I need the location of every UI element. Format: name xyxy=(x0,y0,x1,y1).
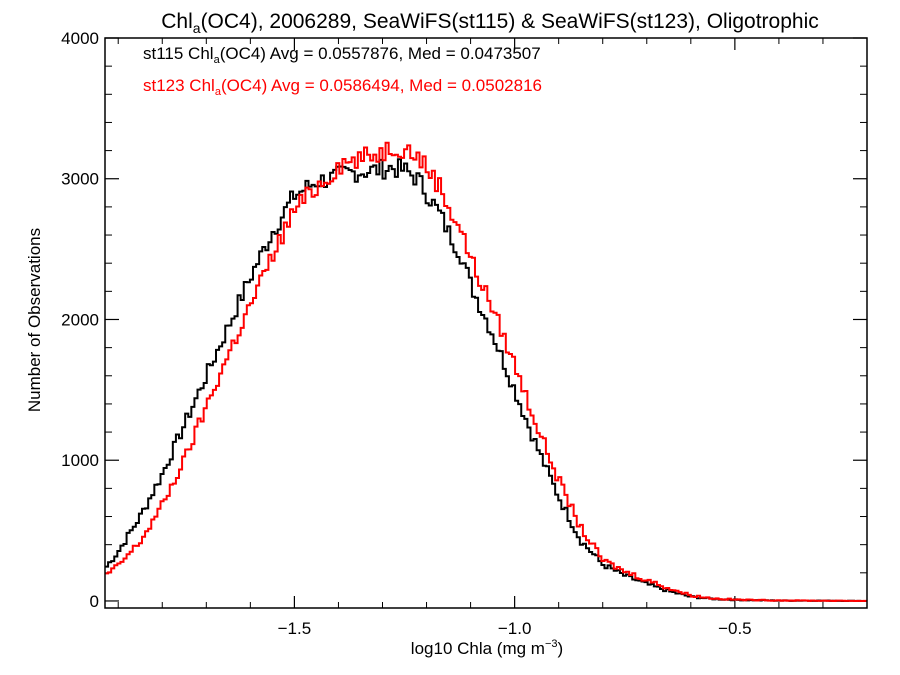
chart-title-subscript: a xyxy=(193,20,201,36)
chart-title: Chla(OC4), 2006289, SeaWiFS(st115) & Sea… xyxy=(161,10,819,36)
y-tick-label: 2000 xyxy=(61,310,99,329)
x-axis-label-superscript: −3 xyxy=(545,638,558,650)
legend-st123-subscript: a xyxy=(215,86,222,98)
x-axis-label-main: log10 Chla (mg m xyxy=(411,639,545,658)
y-axis-label: Number of Observations xyxy=(25,228,44,412)
legend-st115-prefix: st115 Chl xyxy=(143,44,214,63)
legend-st115: st115 Chla(OC4) Avg = 0.0557876, Med = 0… xyxy=(143,44,541,66)
legend-st123-suffix: (OC4) Avg = 0.0586494, Med = 0.0502816 xyxy=(221,76,542,95)
chart-title-suffix: (OC4), 2006289, SeaWiFS(st115) & SeaWiFS… xyxy=(201,10,819,33)
x-tick-label: −1.0 xyxy=(498,619,532,638)
chart-title-prefix: Chl xyxy=(161,10,193,33)
axis-ticks xyxy=(105,37,868,608)
series-lines xyxy=(105,141,868,602)
legend-st115-subscript: a xyxy=(214,54,221,66)
series-line-st123 xyxy=(105,141,868,602)
legend-st115-suffix: (OC4) Avg = 0.0557876, Med = 0.0473507 xyxy=(220,44,541,63)
y-tick-label: 0 xyxy=(90,592,99,611)
y-tick-label: 3000 xyxy=(61,170,99,189)
x-axis-label: log10 Chla (mg m−3) xyxy=(411,638,563,658)
plot-frame xyxy=(104,37,868,609)
x-axis-label-tail: ) xyxy=(558,639,564,658)
axis-tick-labels: −1.5 −1.0 −0.5 0 1000 2000 3000 4000 xyxy=(61,29,751,638)
y-tick-label: 4000 xyxy=(61,29,99,48)
legend-st123-prefix: st123 Chl xyxy=(143,76,215,95)
y-tick-label: 1000 xyxy=(61,451,99,470)
x-tick-label: −1.5 xyxy=(278,619,312,638)
x-tick-label: −0.5 xyxy=(718,619,752,638)
legend-st123: st123 Chla(OC4) Avg = 0.0586494, Med = 0… xyxy=(143,76,542,98)
